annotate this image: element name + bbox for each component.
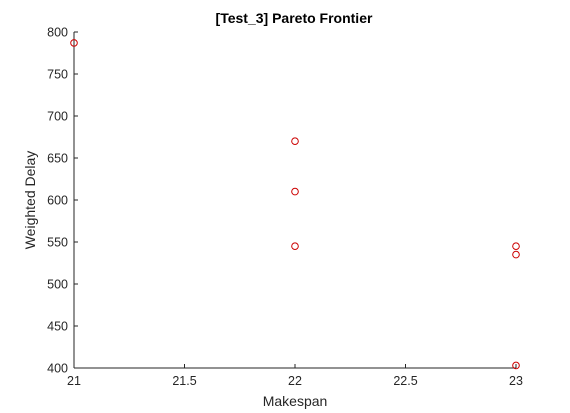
- x-tick-label: 22.5: [393, 374, 417, 388]
- y-tick-label: 650: [47, 152, 68, 166]
- y-tick-label: 450: [47, 320, 68, 334]
- x-tick-label: 23: [509, 374, 523, 388]
- data-point: [512, 242, 520, 250]
- y-tick-label: 400: [47, 362, 68, 376]
- y-tick-label: 800: [47, 26, 68, 40]
- x-tick-label: 21: [67, 374, 81, 388]
- y-tick-label: 700: [47, 110, 68, 124]
- chart-title: [Test_3] Pareto Frontier: [216, 10, 373, 26]
- y-axis-label: Weighted Delay: [22, 151, 38, 250]
- y-tick-label: 750: [47, 68, 68, 82]
- y-ticks: 400 450 500 550 600 650 700 750 800: [47, 26, 78, 376]
- data-point: [291, 242, 299, 250]
- x-tick-label: 21.5: [172, 374, 196, 388]
- y-tick-label: 500: [47, 278, 68, 292]
- x-ticks: 21 21.5 22 22.5 23: [67, 364, 523, 388]
- data-point: [291, 137, 299, 145]
- data-point: [512, 250, 520, 259]
- axes: [73, 32, 516, 369]
- y-tick-label: 600: [47, 194, 68, 208]
- x-tick-label: 22: [288, 374, 302, 388]
- y-tick-label: 550: [47, 236, 68, 250]
- data-point: [291, 187, 299, 196]
- x-axis-label: Makespan: [263, 393, 328, 409]
- data-points: [70, 39, 520, 370]
- data-point: [70, 39, 78, 47]
- data-point: [512, 361, 520, 370]
